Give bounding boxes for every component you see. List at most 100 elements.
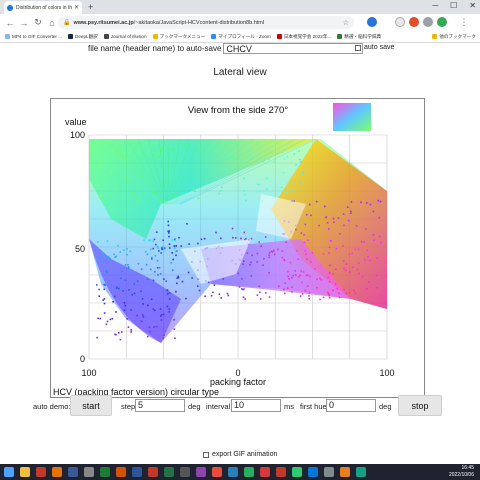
scatter-point (343, 267, 345, 270)
y-axis-label: value (65, 117, 87, 127)
file-explorer-icon[interactable] (20, 467, 30, 477)
app-icon[interactable] (180, 467, 190, 477)
lock-icon: 🔒 (63, 20, 71, 26)
scatter-point (157, 247, 159, 249)
app-icon[interactable] (260, 467, 270, 477)
bookmark-star-icon[interactable]: ☆ (342, 19, 349, 27)
bookmark-item[interactable]: 日本視覚学会 2022年... (276, 34, 331, 40)
app-icon[interactable] (228, 467, 238, 477)
filename-input[interactable]: CHCV (223, 43, 364, 54)
forward-icon[interactable]: → (19, 17, 29, 28)
app-icon[interactable] (308, 467, 318, 477)
scatter-point (219, 148, 222, 150)
address-url[interactable]: www.psy.ritsumei.ac.jp/~akitaoka/JavaScr… (73, 19, 265, 26)
scatter-point (140, 290, 142, 293)
fan-line (106, 138, 163, 205)
app-icon[interactable] (36, 467, 46, 477)
word-icon[interactable] (132, 467, 142, 477)
scatter-point (168, 235, 170, 238)
scatter-point (166, 293, 169, 295)
app-icon[interactable] (196, 467, 206, 477)
scatter-point (346, 206, 349, 208)
account-avatar-icon[interactable] (437, 17, 447, 27)
close-tab-icon[interactable]: ✕ (73, 5, 79, 11)
app-icon[interactable] (212, 467, 222, 477)
app-icon[interactable] (340, 467, 350, 477)
bookmark-item[interactable]: Journal of Illusion (103, 34, 147, 39)
windows-start-icon[interactable] (4, 467, 14, 477)
auto-demo-label: auto demo: (33, 402, 71, 411)
app-icon[interactable] (148, 467, 158, 477)
interval-input[interactable]: 10 (231, 399, 281, 412)
scatter-point (327, 291, 329, 294)
autosave-row[interactable]: auto save (355, 44, 394, 51)
bookmark-item[interactable]: DeepL翻訳 (68, 34, 98, 40)
autosave-checkbox[interactable] (355, 44, 361, 51)
profile-icon[interactable] (423, 17, 433, 27)
maximize-icon[interactable]: ☐ (450, 1, 458, 10)
app-icon[interactable] (324, 467, 334, 477)
reload-icon[interactable]: ↻ (34, 17, 42, 27)
x-axis-label: packing factor (210, 377, 266, 387)
scatter-point (234, 237, 237, 239)
scatter-point (110, 171, 112, 174)
scatter-point (206, 174, 209, 177)
menu-icon[interactable]: ⋮ (459, 17, 469, 27)
new-tab-icon[interactable]: + (88, 2, 94, 12)
scatter-point (103, 288, 105, 291)
app-icon[interactable] (292, 467, 302, 477)
scatter-point (156, 267, 159, 269)
excel-icon[interactable] (164, 467, 174, 477)
scatter-point (133, 292, 136, 295)
scatter-point (154, 309, 156, 312)
scatter-point (176, 277, 178, 279)
address-bar[interactable]: 🔒 www.psy.ritsumei.ac.jp/~akitaoka/JavaS… (58, 16, 354, 29)
bookmark-item[interactable]: MP4 to GIF Converter ... (5, 34, 62, 39)
stop-button[interactable]: stop (398, 395, 442, 416)
scatter-point (187, 271, 190, 274)
scatter-point (153, 192, 155, 194)
fan-line (95, 138, 162, 205)
other-bookmarks[interactable]: 他のブックマーク (432, 34, 476, 40)
browser-tab[interactable]: Distribution of colors in the HCV ✕ (4, 1, 82, 14)
first-hue-input[interactable]: 0 (326, 399, 376, 412)
app-icon[interactable] (244, 467, 254, 477)
scatter-point (373, 239, 376, 241)
start-button[interactable]: start (70, 395, 112, 416)
puzzle-icon[interactable] (395, 17, 405, 27)
firefox-sync-icon[interactable] (409, 17, 419, 27)
app-icon[interactable] (100, 467, 110, 477)
acrobat-icon[interactable] (276, 467, 286, 477)
scatter-point (282, 171, 285, 174)
scatter-point (318, 224, 320, 227)
scatter-point (315, 200, 318, 203)
step-input[interactable]: 5 (135, 399, 185, 412)
scatter-point (197, 242, 199, 245)
close-window-icon[interactable]: ✕ (469, 1, 476, 10)
app-icon[interactable] (356, 467, 366, 477)
scatter-point (300, 270, 303, 272)
app-icon[interactable] (84, 467, 94, 477)
scatter-point (160, 252, 162, 254)
extension-icon[interactable] (367, 17, 377, 27)
scatter-point (376, 286, 378, 289)
bookmark-item[interactable]: ブックマークメニュー (152, 34, 205, 40)
scatter-point (113, 253, 115, 256)
filename-row: file name (header name) to auto-save CHC… (88, 43, 364, 54)
back-icon[interactable]: ← (5, 17, 15, 28)
export-gif-checkbox[interactable] (203, 451, 209, 458)
app-icon[interactable] (68, 467, 78, 477)
scatter-point (245, 199, 247, 202)
firefox-icon[interactable] (52, 467, 62, 477)
app-icon[interactable] (116, 467, 126, 477)
home-icon[interactable]: ⌂ (49, 17, 55, 28)
bookmark-item[interactable]: マイプロフィール · Zoom (211, 34, 271, 40)
page-content: file name (header name) to auto-save CHC… (0, 43, 480, 464)
bookmark-item[interactable]: 精選・脳科学辞典 (337, 34, 381, 40)
taskbar-clock[interactable]: 16:45 2022/10/06 (449, 465, 474, 478)
scatter-point (328, 281, 331, 283)
step-unit-label: deg (188, 402, 201, 411)
minimize-icon[interactable]: ─ (432, 1, 439, 10)
scatter-point (356, 268, 359, 271)
export-gif-row[interactable]: export GIF animation (203, 451, 277, 458)
